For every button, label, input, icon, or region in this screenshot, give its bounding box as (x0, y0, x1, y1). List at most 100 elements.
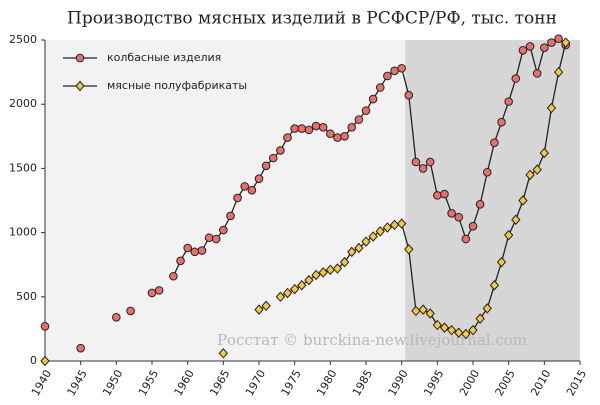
diamond-marker (254, 304, 264, 315)
circle-marker (461, 234, 471, 244)
diamond-marker (289, 283, 300, 295)
circle-marker (147, 288, 157, 298)
circle-marker (490, 138, 499, 148)
circle-marker (176, 256, 185, 266)
circle-marker (190, 247, 200, 257)
diamond-marker (454, 327, 464, 339)
chart-title: Производство мясных изделий в РСФСР/РФ, … (67, 9, 557, 29)
x-tick-label: 2000 (457, 368, 482, 399)
diamond-marker (532, 164, 542, 175)
diamond-marker (489, 279, 500, 291)
diamond-marker (282, 287, 293, 299)
diamond-marker (425, 308, 435, 319)
diamond-marker (275, 291, 286, 303)
diamond-marker (496, 256, 507, 268)
diamond-marker (546, 102, 557, 114)
circle-marker (547, 38, 556, 47)
circle-marker (304, 125, 314, 135)
circle-marker (482, 167, 492, 177)
circle-marker (318, 123, 328, 132)
circle-marker (383, 71, 392, 81)
diamond-marker (432, 319, 443, 331)
circle-marker (340, 132, 349, 141)
circle-marker (261, 161, 271, 171)
legend: колбасные изделия мясные полуфабрикаты (63, 51, 247, 92)
circle-marker (276, 146, 285, 155)
diamond-marker (418, 304, 428, 315)
circle-marker (347, 123, 357, 132)
legend-label: мясные полуфабрикаты (107, 79, 247, 92)
diamond-marker (318, 267, 328, 278)
circle-marker (183, 243, 192, 253)
circle-marker (540, 43, 549, 53)
diamond-marker (511, 214, 521, 226)
diamond-marker (525, 169, 535, 181)
diamond-marker (382, 222, 393, 233)
diamond-marker (339, 256, 350, 268)
circle-marker (425, 157, 435, 167)
diamond-marker (297, 279, 307, 291)
circle-marker (354, 115, 364, 124)
diamond-marker (375, 226, 385, 237)
diamond-marker (439, 322, 450, 333)
x-tick-label: 1980 (314, 368, 339, 399)
y-tick-label: 1000 (9, 226, 37, 239)
circle-marker (154, 286, 164, 295)
circle-marker (497, 117, 506, 127)
circle-marker (511, 74, 521, 83)
circle-marker (226, 211, 235, 221)
circle-marker (40, 322, 50, 331)
x-tick-label: 1995 (421, 368, 446, 399)
circle-marker (283, 133, 292, 142)
diamond-marker (461, 328, 471, 340)
legend-label: колбасные изделия (107, 51, 221, 64)
circle-marker (333, 133, 342, 142)
diamond-marker (311, 269, 321, 281)
circle-marker (368, 94, 378, 104)
circle-marker (326, 129, 335, 139)
circle-marker (268, 153, 278, 163)
diamond-marker (482, 303, 492, 314)
x-tick-label: 2005 (493, 368, 518, 399)
diamond-marker (561, 37, 571, 48)
circle-marker (504, 97, 513, 106)
circle-marker (297, 124, 307, 133)
y-tick-label: 1500 (9, 161, 37, 174)
y-tick-label: 0 (30, 354, 37, 367)
diamond-marker (468, 324, 478, 336)
circle-marker (211, 234, 221, 244)
circle-marker (532, 69, 542, 78)
diamond-marker (503, 229, 514, 241)
circle-marker (197, 246, 207, 255)
circle-marker (219, 225, 228, 235)
diamond-marker (553, 66, 564, 78)
y-tick-label: 2000 (9, 97, 37, 110)
diamond-marker (354, 242, 364, 254)
diamond-marker (368, 231, 378, 242)
y-tick-label: 500 (16, 290, 37, 303)
x-tick-label: 1970 (243, 368, 268, 399)
highlight-region (405, 40, 580, 361)
diamond-marker (304, 274, 314, 286)
x-tick-label: 1985 (350, 368, 375, 399)
circle-marker (411, 157, 421, 167)
circle-marker (126, 306, 135, 316)
circle-marker (390, 66, 399, 76)
diamond-marker (539, 147, 550, 159)
diamond-marker (518, 195, 528, 206)
circle-marker (404, 90, 414, 100)
diamond-marker (404, 244, 414, 255)
circle-marker (240, 182, 250, 191)
x-tick-label: 1945 (65, 368, 90, 399)
x-tick-label: 2015 (564, 368, 589, 399)
x-tick-label: 1950 (100, 368, 125, 399)
diamond-marker (40, 355, 50, 367)
circle-marker (254, 174, 264, 183)
circle-marker (247, 185, 257, 195)
diamond-marker (332, 263, 343, 274)
x-tick-label: 1990 (386, 368, 411, 399)
x-tick-label: 1955 (136, 368, 161, 399)
circle-marker (440, 189, 449, 199)
circle-marker (397, 63, 406, 73)
